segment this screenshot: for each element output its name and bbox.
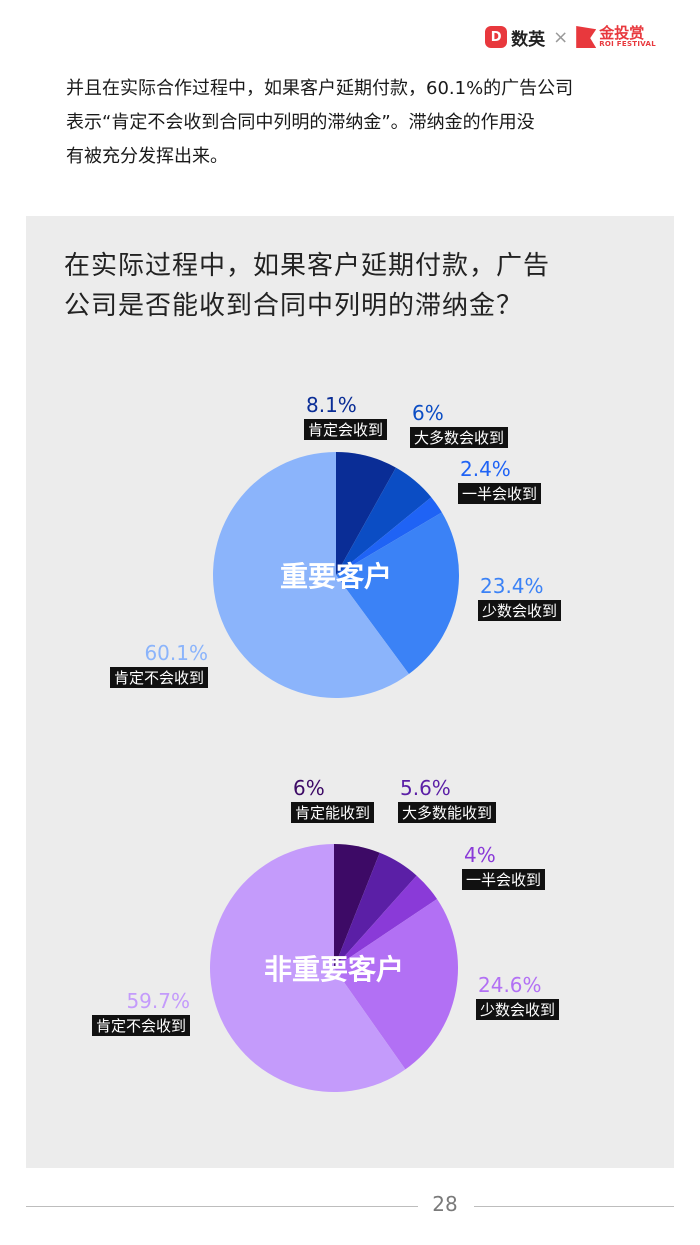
shuying-badge-icon: D: [485, 26, 508, 48]
header-logos: D 数英 × 金投赏 ROI FESTIVAL: [485, 20, 656, 54]
slice-name-label: 大多数会收到: [414, 429, 504, 447]
slice-name-label: 大多数能收到: [402, 804, 492, 822]
pie-center-label: 非重要客户: [264, 953, 404, 986]
slice-name-label: 肯定不会收到: [114, 669, 204, 687]
intro-line: 有被充分发挥出来。: [66, 146, 228, 167]
shuying-logo-text: 数英: [511, 29, 546, 50]
slice-value-label: 8.1%: [306, 393, 357, 417]
intro-line: 并且在实际合作过程中，如果客户延期付款，60.1%的广告公司: [66, 78, 574, 99]
separator-icon: ×: [553, 26, 569, 48]
slice-name-label: 一半会收到: [466, 871, 541, 889]
intro-paragraph: 并且在实际合作过程中，如果客户延期付款，60.1%的广告公司 表示“肯定不会收到…: [66, 72, 646, 174]
slice-name-box: [462, 869, 545, 890]
slice-name-box: [398, 802, 496, 823]
pie-slice: [334, 875, 438, 968]
slice-name-label: 一半会收到: [462, 485, 537, 503]
slice-name-label: 肯定会收到: [308, 421, 383, 439]
slice-name-box: [410, 427, 508, 448]
pie-slice: [336, 452, 396, 575]
slice-value-label: 23.4%: [480, 574, 544, 598]
slice-name-box: [110, 667, 208, 688]
chart-title-line: 在实际过程中，如果客户延期付款，广告: [64, 251, 551, 281]
slice-name-box: [304, 419, 387, 440]
slice-value-label: 5.6%: [400, 776, 451, 800]
intro-line: 表示“肯定不会收到合同中列明的滞纳金”。滞纳金的作用没: [66, 112, 535, 133]
footer-divider-left: [26, 1206, 418, 1207]
pie-slice: [336, 467, 432, 575]
pie-slice: [334, 844, 380, 968]
pie-slice: [212, 451, 409, 698]
slice-name-label: 少数会收到: [482, 602, 557, 620]
slice-value-label: 59.7%: [126, 989, 190, 1013]
slice-value-label: 24.6%: [478, 973, 542, 997]
page-number: 28: [432, 1192, 458, 1216]
slice-value-label: 2.4%: [460, 457, 511, 481]
slice-name-box: [458, 483, 541, 504]
slice-value-label: 60.1%: [144, 641, 208, 665]
chart-title-line: 公司是否能收到合同中列明的滞纳金？: [64, 291, 524, 321]
roi-logo-subtext: ROI FESTIVAL: [599, 40, 656, 48]
pie-slice: [336, 497, 442, 575]
slice-name-box: [291, 802, 374, 823]
slice-name-box: [92, 1015, 190, 1036]
slice-name-label: 肯定不会收到: [96, 1017, 186, 1035]
pie-slice: [334, 899, 458, 1070]
chart-title: 在实际过程中，如果客户延期付款，广告 公司是否能收到合同中列明的滞纳金？: [64, 246, 644, 326]
slice-value-label: 6%: [293, 776, 325, 800]
slice-name-label: 少数会收到: [480, 1001, 555, 1019]
footer-divider-right: [474, 1206, 674, 1207]
pie-slice: [210, 844, 406, 1092]
pie-slice: [334, 852, 417, 968]
slice-name-box: [476, 999, 559, 1020]
shuying-logo: D 数英: [485, 25, 545, 50]
slice-name-label: 肯定能收到: [295, 804, 370, 822]
slice-name-box: [478, 600, 561, 621]
pie-slice: [336, 512, 459, 675]
slice-value-label: 4%: [464, 843, 496, 867]
flag-icon: [576, 26, 597, 48]
slice-value-label: 6%: [412, 401, 444, 425]
pie-center-label: 重要客户: [280, 560, 392, 593]
roi-logo-text: 金投赏: [599, 24, 645, 42]
roi-festival-logo: 金投赏 ROI FESTIVAL: [576, 26, 656, 48]
